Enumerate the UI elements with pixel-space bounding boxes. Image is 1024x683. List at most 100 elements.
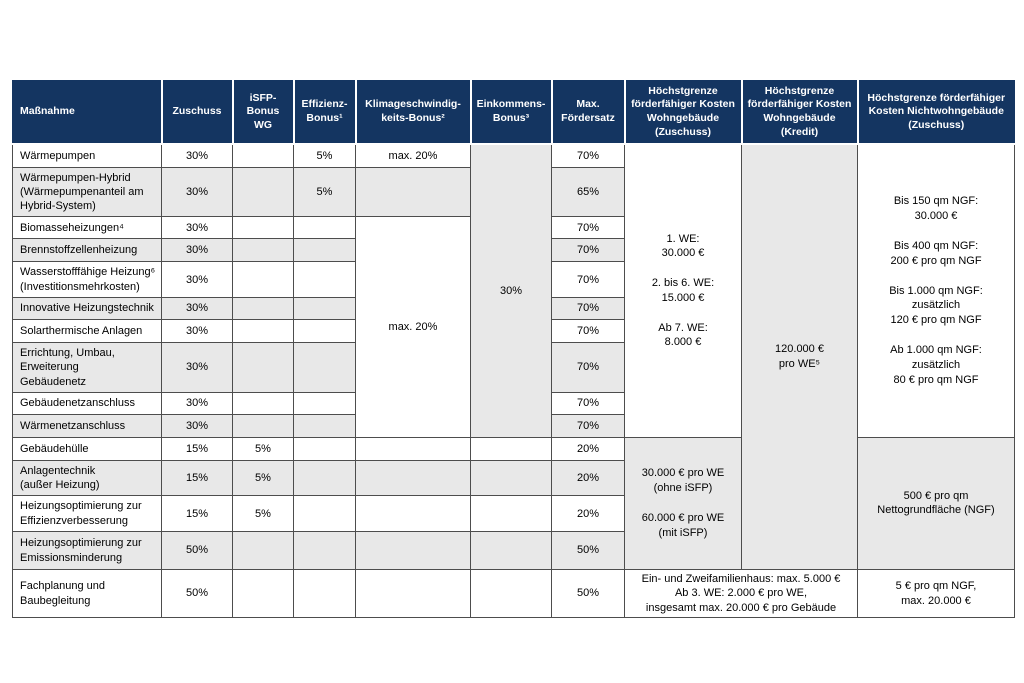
cell-effizienz: 5% [293,143,356,168]
cell-effizienz [293,413,356,438]
cell-isfp: 5% [232,459,294,497]
table-row: Heizungsoptimierung zur Effizienzverbess… [12,495,1015,533]
cell-max: 70% [551,391,625,415]
cell-isfp: 5% [232,436,294,461]
cell-max: 70% [551,238,625,263]
cell-einkommen [470,495,552,533]
table-row: Fachplanung und Baubegleitung 50% 50% Ei… [12,569,1015,618]
cell-wg-zuschuss-merged-lower: 30.000 € pro WE (ohne iSFP) 60.000 € pro… [624,436,742,571]
table-row: Gebäudenetzanschluss 30% 70% [12,391,1015,415]
cell-zuschuss: 15% [161,459,233,497]
table-row: Brennstoffzellenheizung 30% 70% [12,238,1015,263]
cell-isfp [232,318,294,343]
cell-effizienz [293,436,356,461]
cell-zuschuss: 30% [161,391,233,415]
cell-klima [355,436,471,461]
table-row: Wasserstofffähige Heizung⁶ (Investitions… [12,261,1015,298]
cell-zuschuss: 30% [161,261,233,298]
cell-klima-merged: max. 20% [355,216,471,438]
cell-einkommen [470,459,552,497]
cell-max: 70% [551,261,625,298]
cell-einkommen-merged: 30% [470,143,552,438]
cell-isfp [232,216,294,240]
table-row: Wärmenetzanschluss 30% 70% [12,413,1015,438]
cell-zuschuss: 30% [161,166,233,218]
cell-effizienz: 5% [293,166,356,218]
row-label: Wärmenetzanschluss [12,413,162,438]
col-header-einkommens-bonus: Einkommens- Bonus³ [470,80,553,145]
cell-zuschuss: 30% [161,413,233,438]
col-header-wg-kredit: Höchstgrenze förderfähiger Kosten Wohnge… [741,80,859,145]
cell-zuschuss: 30% [161,296,233,320]
cell-max: 50% [551,531,625,571]
row-label: Biomasseheizungen⁴ [12,216,162,240]
row-label: Gebäudehülle [12,436,162,461]
row-label: Errichtung, Umbau, Erweiterung Gebäudene… [12,341,162,393]
row-label: Wärmepumpen [12,143,162,168]
table-row: Wärmepumpen-Hybrid (Wärmepumpenanteil am… [12,166,1015,218]
col-header-massnahme: Maßnahme [12,80,163,145]
row-label: Brennstoffzellenheizung [12,238,162,263]
cell-max: 70% [551,143,625,168]
col-header-max-foerdersatz: Max. Fördersatz [551,80,626,145]
cell-effizienz [293,531,356,571]
cell-max: 70% [551,216,625,240]
row-label: Anlagentechnik (außer Heizung) [12,459,162,497]
cell-wg-row15: Ein- und Zweifamilienhaus: max. 5.000 € … [624,569,858,618]
cell-klima [355,495,471,533]
cell-zuschuss: 30% [161,143,233,168]
cell-effizienz [293,238,356,263]
row-label: Wärmepumpen-Hybrid (Wärmepumpenanteil am… [12,166,162,218]
table-row: Innovative Heizungstechnik 30% 70% [12,296,1015,320]
cell-zuschuss: 50% [161,569,233,618]
cell-effizienz [293,391,356,415]
cell-isfp [232,413,294,438]
col-header-effizienz-bonus: Effizienz- Bonus¹ [293,80,357,145]
cell-zuschuss: 50% [161,531,233,571]
cell-max: 70% [551,296,625,320]
cell-zuschuss: 15% [161,495,233,533]
cell-klima [355,459,471,497]
col-header-isfp-bonus: iSFP- Bonus WG [232,80,295,145]
cell-isfp [232,166,294,218]
cell-klima: max. 20% [355,143,471,168]
cell-max: 70% [551,318,625,343]
cell-max: 20% [551,495,625,533]
cell-max: 20% [551,436,625,461]
row-label: Heizungsoptimierung zur Emissionsminderu… [12,531,162,571]
cell-effizienz [293,216,356,240]
cell-zuschuss: 30% [161,238,233,263]
cell-isfp [232,341,294,393]
cell-einkommen [470,436,552,461]
cell-effizienz [293,296,356,320]
table-row: Biomasseheizungen⁴ 30% max. 20% 70% [12,216,1015,438]
cell-effizienz [293,261,356,298]
cell-nwg-row15: 5 € pro qm NGF, max. 20.000 € [857,569,1015,618]
col-header-wg-zuschuss: Höchstgrenze förderfähiger Kosten Wohnge… [624,80,743,145]
cell-isfp [232,569,294,618]
cell-nwg-merged-lower: 500 € pro qm Nettogrundfläche (NGF) [857,436,1015,571]
cell-zuschuss: 30% [161,341,233,393]
cell-max: 20% [551,459,625,497]
col-header-zuschuss: Zuschuss [161,80,234,145]
cell-isfp [232,391,294,415]
cell-klima [355,569,471,618]
cell-effizienz [293,459,356,497]
cell-klima [355,166,471,218]
cell-wg-kredit-merged: 120.000 € pro WE⁵ [741,143,858,571]
cell-isfp [232,238,294,263]
cell-isfp [232,296,294,320]
cell-einkommen [470,531,552,571]
col-header-klima-bonus: Klimageschwindig- keits-Bonus² [355,80,472,145]
cell-isfp [232,143,294,168]
row-label: Wasserstofffähige Heizung⁶ (Investitions… [12,261,162,298]
cell-einkommen [470,569,552,618]
cell-nwg-merged: Bis 150 qm NGF: 30.000 € Bis 400 qm NGF:… [857,143,1015,438]
row-label: Innovative Heizungstechnik [12,296,162,320]
table-row: Anlagentechnik (außer Heizung) 15% 5% 20… [12,459,1015,497]
row-label: Fachplanung und Baubegleitung [12,569,162,618]
cell-effizienz [293,318,356,343]
cell-max: 70% [551,341,625,393]
table-row: Gebäudehülle 15% 5% 20% 30.000 € pro WE … [12,436,1015,571]
